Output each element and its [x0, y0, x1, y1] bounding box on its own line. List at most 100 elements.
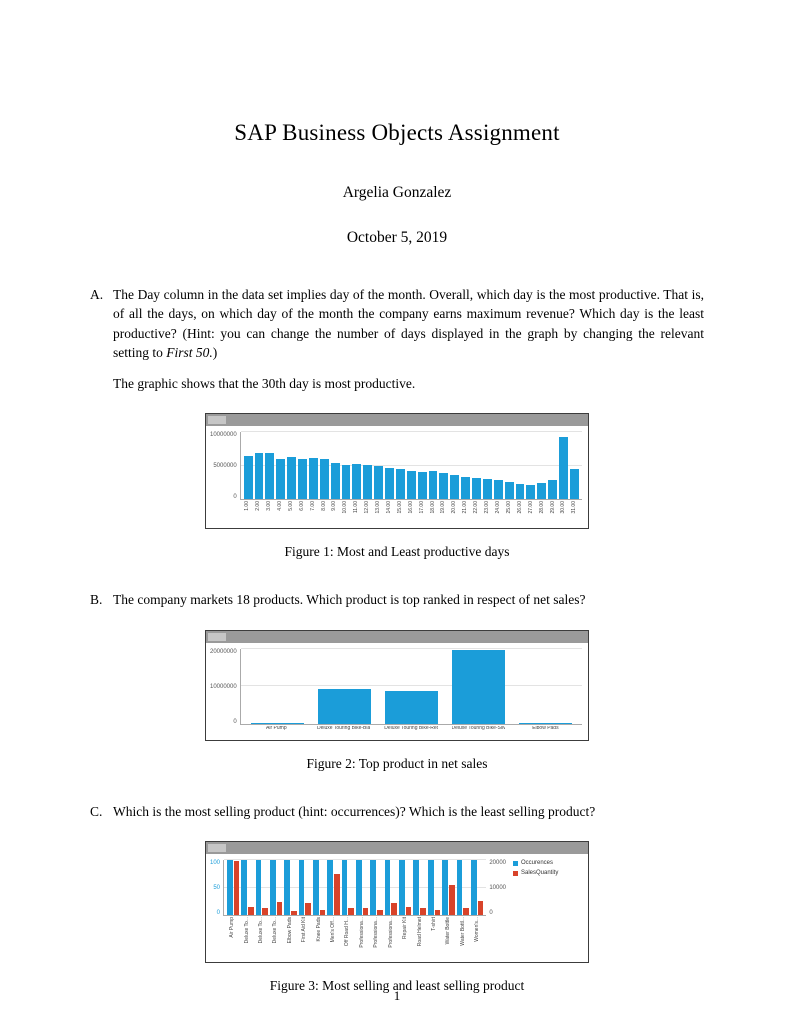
bar-occurences	[470, 860, 477, 916]
bar-group	[313, 860, 326, 916]
question-a-text-italic: First 50.	[166, 344, 213, 360]
x-tick-text: 28.00	[538, 501, 545, 514]
x-tick-text: Air Pump	[229, 917, 236, 938]
x-tick-text: Water Bottl...	[459, 917, 466, 946]
question-b-label: B.	[90, 592, 103, 608]
x-tick-label: 23.00	[483, 501, 492, 524]
bar-group	[456, 860, 469, 916]
x-tick-label: Professiona...	[384, 917, 396, 958]
document-author: Argelia Gonzalez	[342, 184, 452, 201]
bar	[569, 469, 579, 500]
x-tick-label: 7.00	[308, 501, 317, 524]
bar	[385, 468, 394, 500]
bar-salesquantity	[262, 908, 269, 916]
bar	[451, 650, 505, 724]
figure-1-chart: 10000000 5000000 0 1.00 2.00 3.00 4.00 5.00 6.00…	[205, 413, 589, 530]
x-tick-text: 19.00	[440, 501, 447, 514]
plot-area	[223, 859, 487, 917]
x-tick-text: Deluxe To...	[243, 917, 250, 944]
question-a-text: The Day column in the data set implies d…	[113, 285, 704, 362]
plot-area	[239, 431, 582, 501]
bar-group	[427, 860, 441, 916]
question-b: B. The company markets 18 products. Whic…	[90, 590, 704, 609]
x-tick-label: Road Helmet	[413, 917, 425, 958]
x-axis: 1.00 2.00 3.00 4.00 5.00 6.00 7.00 8.00 9.00 10.0…	[240, 500, 582, 524]
bar	[482, 479, 492, 500]
bar	[537, 483, 547, 500]
x-tick-label: Women's...	[471, 917, 483, 958]
x-tick-text: 30.00	[560, 501, 567, 514]
bar	[308, 457, 318, 500]
chart-header-badge	[208, 416, 226, 425]
x-tick-text: 12.00	[364, 501, 371, 514]
bar-salesquantity	[391, 902, 398, 916]
bar-salesquantity	[477, 901, 484, 916]
bar-group	[298, 860, 312, 916]
x-tick-label: 26.00	[515, 501, 524, 524]
bar	[254, 452, 264, 500]
x-tick-text: Professiona...	[358, 917, 365, 948]
x-tick-label: First Aid Kit	[298, 917, 310, 958]
bar	[472, 478, 481, 500]
bar-group	[270, 860, 283, 916]
bar-occurences	[270, 860, 276, 916]
bar-occurences	[456, 860, 463, 916]
question-a-text-part1: The Day column in the data set implies d…	[113, 287, 704, 360]
x-tick-label: 6.00	[297, 501, 306, 524]
x-tick-text: 26.00	[516, 501, 523, 514]
x-tick-text: 22.00	[473, 501, 480, 514]
x-tick-text: 23.00	[484, 501, 491, 514]
x-tick-text: Men's Off...	[330, 917, 337, 943]
x-tick-label: 31.00	[570, 501, 579, 524]
question-c-label: C.	[90, 803, 103, 819]
bar-group	[284, 860, 297, 916]
gridline	[240, 464, 582, 466]
x-tick-text: Deluxe Touring Bike-Silver	[451, 725, 505, 731]
x-tick-text: Water Bottle	[445, 917, 452, 945]
x-tick-label: 8.00	[319, 501, 328, 524]
x-tick-label: Deluxe To...	[255, 917, 267, 958]
gridline	[240, 685, 582, 687]
bar	[319, 458, 329, 500]
chart-header	[206, 630, 588, 643]
chart-header	[206, 842, 588, 855]
bar-occurences	[341, 860, 348, 916]
x-tick-label: 11.00	[352, 501, 361, 524]
figure-3: 100 50 0 Air Pump Deluxe To... Deluxe To... De…	[205, 841, 589, 994]
bar-salesquantity	[434, 909, 441, 916]
x-tick-text: 8.00	[320, 501, 327, 512]
x-tick-label: Deluxe To...	[269, 917, 281, 958]
bar-salesquantity	[377, 909, 383, 916]
bar	[243, 455, 253, 500]
document-date: October 5, 2019	[346, 229, 448, 246]
x-tick-text: 3.00	[265, 501, 272, 512]
legend: Occurences SalesQuantity	[506, 860, 582, 876]
x-tick-label: Elbow Pads	[284, 917, 296, 958]
bar	[518, 723, 573, 724]
bar-occurences	[427, 860, 434, 916]
x-tick-label: 18.00	[428, 501, 437, 524]
x-tick-text: 21.00	[462, 501, 469, 514]
bar-salesquantity	[248, 906, 254, 916]
bar-occurences	[356, 860, 362, 916]
bar-salesquantity	[291, 910, 297, 916]
x-tick-text: 27.00	[527, 501, 534, 514]
x-tick-text: Professiona...	[387, 917, 394, 948]
x-tick-label: 25.00	[504, 501, 513, 524]
bar-group	[341, 860, 355, 916]
bar	[352, 463, 362, 500]
bar	[287, 457, 297, 500]
bar-salesquantity	[420, 908, 426, 916]
bar-salesquantity	[319, 909, 326, 916]
bar	[341, 465, 351, 500]
x-tick-label: 4.00	[275, 501, 284, 524]
bar-group	[470, 860, 484, 916]
x-tick-label: 15.00	[395, 501, 404, 524]
plot-column: Air Pump Deluxe Touring Bike-Black Deluxe …	[239, 647, 582, 736]
bar-salesquantity	[276, 901, 283, 916]
bar-occurences	[313, 860, 319, 916]
x-tick-text: Knee Pads	[315, 917, 322, 942]
x-tick-label: 3.00	[265, 501, 274, 524]
x-tick-label: 2.00	[254, 501, 263, 524]
question-a-text-part2: )	[212, 344, 218, 360]
